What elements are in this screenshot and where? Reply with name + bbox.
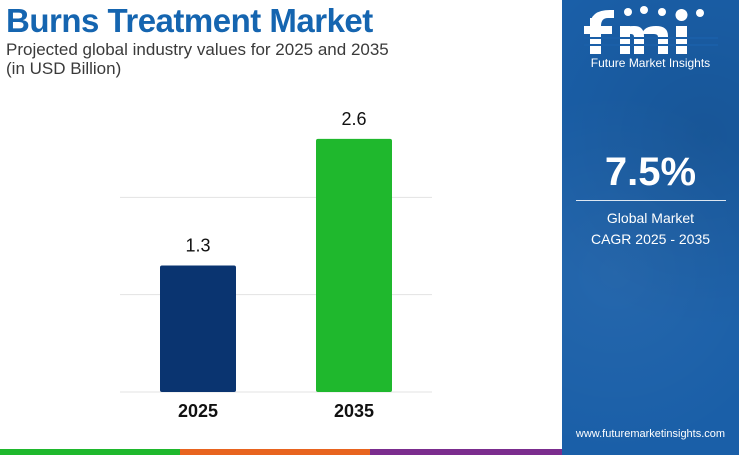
bar-value-label: 1.3 [185,235,210,255]
bar-value-label: 2.6 [341,109,366,129]
cagr-label-line-2: CAGR 2025 - 2035 [590,231,711,247]
sidebar-panel: Future Market Insights 7.5% Global Marke… [562,0,739,455]
cagr-value: 7.5% [604,150,697,194]
fmi-logo [584,6,718,54]
strip-segment [0,449,180,455]
cagr-label: Global Market CAGR 2025 - 2035 [562,208,739,250]
bar-chart: 1.3 2025 2.6 2035 [120,109,432,421]
logo-subtitle: Future Market Insights [590,56,711,70]
category-label: 2035 [334,401,374,421]
strip-segment [370,449,562,455]
bar-2025 [160,265,236,392]
chart-subtitle: Projected global industry values for 202… [6,40,389,78]
chart-title: Burns Treatment Market [6,2,373,39]
cagr-label-line-1: Global Market [606,210,695,226]
subtitle-line-2: (in USD Billion) [6,59,122,78]
website-link[interactable]: www.futuremarketinsights.com [575,428,726,440]
strip-segment [180,449,370,455]
bar-2035 [316,138,392,392]
subtitle-line-1: Projected global industry values for 202… [6,40,389,59]
category-label: 2025 [178,401,218,421]
cagr-divider [576,200,726,201]
